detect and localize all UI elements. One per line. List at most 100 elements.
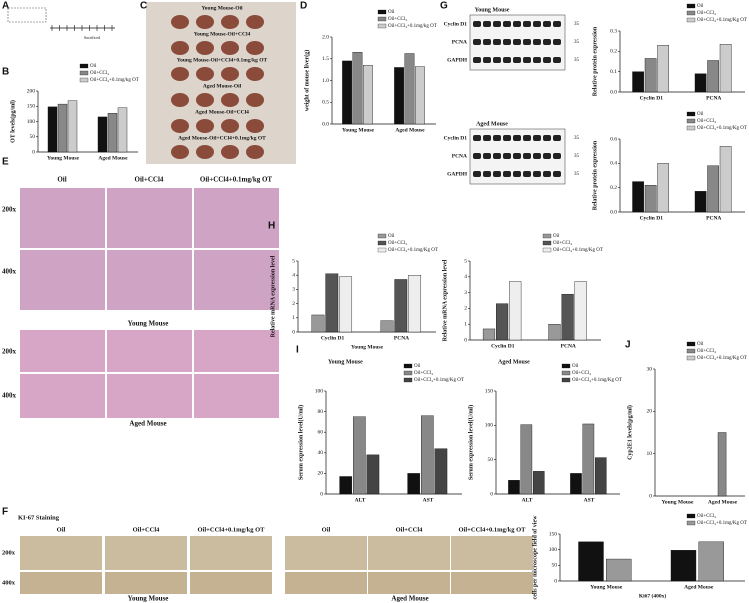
bar — [707, 165, 719, 213]
bar — [632, 181, 644, 213]
liver — [221, 93, 239, 107]
photo-label: Aged Mouse-Oil+CCl4 — [195, 109, 249, 115]
stain-image — [20, 536, 102, 570]
stain-image — [285, 536, 367, 570]
bar — [694, 73, 707, 93]
y-tick-label: 3 — [464, 290, 467, 296]
y-tick-label: 1 — [292, 315, 295, 321]
liver — [246, 15, 264, 29]
blot-band — [493, 171, 501, 177]
legend-label: Oil — [697, 342, 704, 347]
y-axis-label: Relative protein expression — [592, 140, 598, 210]
liver — [196, 15, 214, 29]
legend-swatch — [686, 10, 696, 16]
histology-image — [20, 250, 105, 310]
legend-swatch — [79, 70, 89, 76]
y-tick-label: 0.0 — [322, 121, 329, 127]
bar — [394, 279, 408, 333]
bar — [698, 541, 724, 582]
legend-label: Oil+CCl₄+0.1mg/Kg OT — [572, 378, 622, 383]
legend-label: Oil+CCl₄ — [553, 241, 572, 246]
y-tick-label: 5 — [292, 258, 295, 264]
legend-swatch — [686, 118, 696, 124]
column-header: Oil+CCl4 — [133, 526, 161, 533]
y-axis-label: Relative protein expression — [592, 26, 598, 96]
x-axis-label: Young Mouse — [351, 344, 383, 350]
blot-band — [533, 39, 541, 45]
group-label: Young Mouse — [128, 320, 169, 328]
blot-band — [523, 57, 531, 63]
y-tick-label: 3 — [292, 287, 295, 293]
panel-letter: I — [296, 345, 299, 356]
panel-letter: B — [2, 67, 9, 78]
bar — [311, 314, 325, 333]
legend-swatch — [542, 240, 552, 246]
x-axis-label: Ki67 (400x) — [639, 592, 667, 599]
y-axis-label: Cyp2E1 levels(pg/ml) — [626, 405, 633, 460]
y-tick-label: 2 — [292, 301, 295, 307]
bar — [407, 473, 421, 495]
histology-image — [20, 374, 105, 418]
y-tick-label: 10 — [647, 451, 653, 457]
bar — [719, 146, 732, 213]
row-label: 200x — [2, 348, 17, 356]
group-label: Aged Mouse — [129, 420, 166, 428]
x-tick-label: AST — [584, 497, 595, 503]
y-tick-label: 1 — [464, 321, 467, 327]
blot-band — [473, 39, 481, 45]
column-header: Oil+CCl4+0.1mg/kg OT — [200, 176, 272, 184]
x-tick-label: PCNA — [561, 343, 576, 349]
y-tick-label: 0.6 — [610, 136, 617, 142]
x-tick-label: AST — [423, 497, 434, 503]
bar — [394, 67, 404, 125]
column-header: Oil — [57, 176, 66, 184]
blot-band — [523, 39, 531, 45]
bar — [339, 476, 353, 495]
bar — [97, 116, 108, 153]
bar — [719, 44, 732, 93]
histology-image — [107, 330, 192, 372]
liver — [171, 41, 189, 55]
y-axis-label: Relative mRNA expression level — [270, 255, 276, 337]
histology-image — [194, 374, 279, 418]
bar — [325, 273, 339, 333]
y-axis-label: Serum expression level(U/ml) — [467, 405, 474, 480]
legend-swatch — [377, 247, 387, 253]
bar — [606, 558, 632, 582]
y-tick-label: 50 — [488, 457, 494, 463]
liver — [246, 119, 264, 133]
chart-title: Young Mouse — [328, 359, 363, 365]
y-tick-label: 5 — [464, 258, 467, 264]
y-tick-label: 2 — [464, 306, 467, 312]
photo-label: Young Mouse-Oil+CCl4 — [194, 31, 251, 37]
y-tick-label: 1.0 — [322, 78, 329, 84]
group-label: Young Mouse — [128, 595, 169, 603]
liver — [196, 41, 214, 55]
stain-image — [105, 572, 187, 594]
legend-swatch — [686, 348, 696, 354]
blot-band — [503, 39, 511, 45]
blot-band — [493, 21, 501, 27]
bar — [404, 53, 415, 125]
y-tick-label: 30 — [647, 366, 653, 372]
bar — [380, 320, 394, 333]
bar — [339, 276, 353, 333]
bar — [533, 471, 545, 495]
x-tick-label: Cyclin D1 — [640, 215, 664, 221]
legend-swatch — [377, 23, 387, 29]
legend-swatch — [79, 63, 89, 69]
marker-label: 35 — [574, 172, 580, 177]
bar — [421, 415, 434, 495]
y-tick-label: 0 — [32, 149, 35, 155]
blot-band — [523, 21, 531, 27]
y-tick-label: 0.0 — [610, 209, 617, 215]
bar — [353, 416, 366, 495]
column-header: Oil+CCl4 — [396, 526, 424, 533]
x-tick-label: ALT — [522, 497, 533, 503]
panel-letter: H — [268, 221, 275, 232]
legend-swatch — [686, 355, 696, 361]
blot-band — [543, 171, 551, 177]
y-tick-label: 0 — [554, 578, 557, 584]
row-label: 400x — [2, 579, 16, 586]
y-tick-label: 1.5 — [322, 56, 329, 62]
